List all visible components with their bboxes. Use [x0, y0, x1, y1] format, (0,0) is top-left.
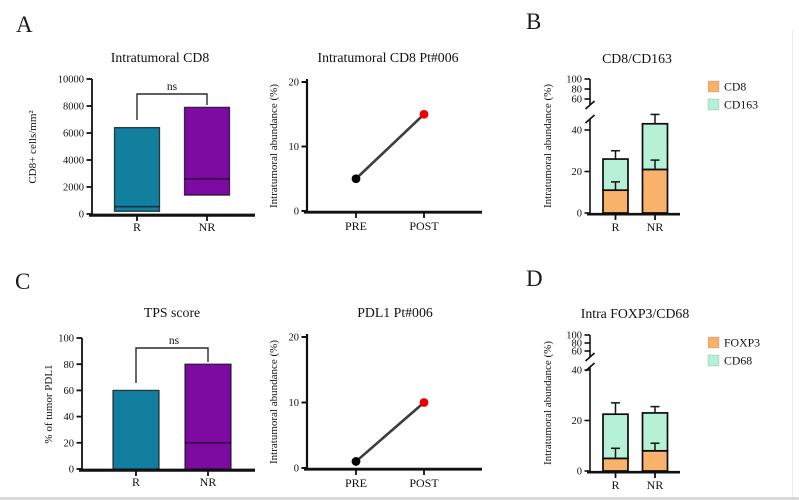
panel-label-c: C — [15, 269, 31, 294]
chart-title: Intra FOXP3/CD68 — [581, 306, 690, 321]
y-tick-label: 60 — [64, 386, 75, 397]
y-tick-label: 80 — [572, 339, 583, 350]
y-tick-label: 0 — [577, 467, 582, 478]
significance-label: ns — [167, 81, 178, 93]
x-category-label: PRE — [345, 476, 367, 490]
y-tick-label: 10 — [289, 142, 300, 153]
data-point-post — [419, 109, 429, 119]
x-category-label: NR — [200, 475, 217, 489]
panel-label-a: A — [16, 12, 33, 37]
y-tick-label: 0 — [294, 464, 299, 475]
y-tick-label: 0 — [294, 207, 299, 218]
chart-title: TPS score — [144, 305, 200, 320]
y-tick-label: 100 — [566, 75, 582, 86]
bar-segment-cd163-r — [602, 158, 629, 192]
bar-segment-foxp3-r — [602, 457, 629, 472]
x-category-label: NR — [647, 220, 664, 234]
y-axis-title: Intratumoral abundance (%) — [268, 84, 280, 208]
y-tick-label: 10 — [289, 398, 300, 409]
data-point-post — [419, 398, 429, 407]
y-tick-label: 10000 — [58, 75, 84, 86]
y-tick-label: 2000 — [63, 183, 84, 194]
axis-break-mark — [584, 114, 596, 124]
screenshot-bottom-edge — [0, 497, 799, 500]
panel-label-b: B — [526, 9, 542, 34]
box-plot-nr — [183, 106, 231, 196]
x-category-label: NR — [199, 220, 216, 234]
axis-break-mark — [584, 100, 596, 110]
significance-bracket — [136, 93, 208, 120]
chart-title: CD8/CD163 — [602, 51, 672, 66]
bar-segment-cd8-nr — [641, 168, 669, 214]
legend-swatch-cd68 — [707, 354, 720, 367]
box-plot-r — [113, 126, 161, 212]
data-point-pre — [351, 174, 361, 184]
bar-segment-cd8-r — [602, 189, 629, 214]
y-tick-label: 20 — [289, 78, 300, 89]
legend-swatch-cd8 — [707, 80, 720, 93]
bar-segment-foxp3-nr — [641, 449, 669, 472]
legend-label-foxp3: FOXP3 — [724, 336, 760, 350]
y-tick-label: 20 — [572, 167, 583, 178]
chart-title: Intratumoral CD8 Pt#006 — [317, 50, 458, 65]
x-category-label: NR — [647, 478, 664, 492]
x-category-label: R — [611, 478, 619, 492]
x-category-label: R — [611, 220, 619, 234]
y-tick-label: 100 — [58, 334, 74, 345]
y-tick-label: 0 — [577, 209, 582, 220]
y-tick-label: 0 — [69, 465, 74, 476]
data-point-pre — [351, 457, 361, 466]
box-plot-nr — [184, 363, 232, 470]
y-tick-label: 80 — [64, 360, 75, 371]
y-axis-title: % of tumor PDL1 — [43, 364, 55, 443]
y-tick-label: 60 — [572, 347, 583, 358]
y-tick-label: 100 — [566, 331, 582, 342]
legend-label-cd163: CD163 — [724, 98, 758, 112]
box-plot-r — [112, 389, 160, 470]
y-tick-label: 40 — [572, 126, 583, 137]
axis-break-mark — [584, 352, 596, 362]
y-axis-title: CD8+ cells/mm² — [27, 110, 39, 184]
y-tick-label: 40 — [572, 366, 583, 377]
chart-title: PDL1 Pt#006 — [357, 305, 433, 320]
y-tick-label: 20 — [289, 333, 300, 344]
x-category-label: PRE — [345, 219, 367, 233]
x-category-label: POST — [409, 219, 439, 233]
y-tick-label: 60 — [572, 95, 583, 106]
y-tick-label: 40 — [64, 412, 75, 423]
y-axis-title: Intratumoral abundance (%) — [542, 84, 554, 208]
x-category-label: R — [133, 220, 141, 234]
y-tick-label: 0 — [79, 210, 84, 221]
y-axis-title: Intratumoral abundance (%) — [268, 340, 280, 464]
trend-line — [355, 401, 425, 463]
y-tick-label: 4000 — [63, 156, 84, 167]
significance-bracket — [135, 347, 209, 383]
x-category-label: R — [132, 475, 140, 489]
legend-label-cd8: CD8 — [724, 80, 746, 94]
panel-label-d: D — [526, 266, 543, 291]
y-tick-label: 6000 — [63, 129, 84, 140]
y-tick-label: 20 — [64, 438, 75, 449]
legend-swatch-cd163 — [707, 98, 720, 111]
chart-title: Intratumoral CD8 — [111, 50, 210, 65]
legend-label-cd68: CD68 — [724, 354, 752, 368]
significance-label: ns — [169, 335, 180, 347]
x-category-label: POST — [409, 476, 439, 490]
screenshot-right-edge — [792, 30, 793, 497]
y-tick-label: 80 — [572, 85, 583, 96]
legend-swatch-foxp3 — [707, 336, 720, 349]
y-axis-title: Intratumoral abundance (%) — [542, 341, 554, 465]
trend-line — [355, 113, 425, 180]
y-tick-label: 8000 — [63, 102, 84, 113]
y-tick-label: 20 — [572, 416, 583, 427]
